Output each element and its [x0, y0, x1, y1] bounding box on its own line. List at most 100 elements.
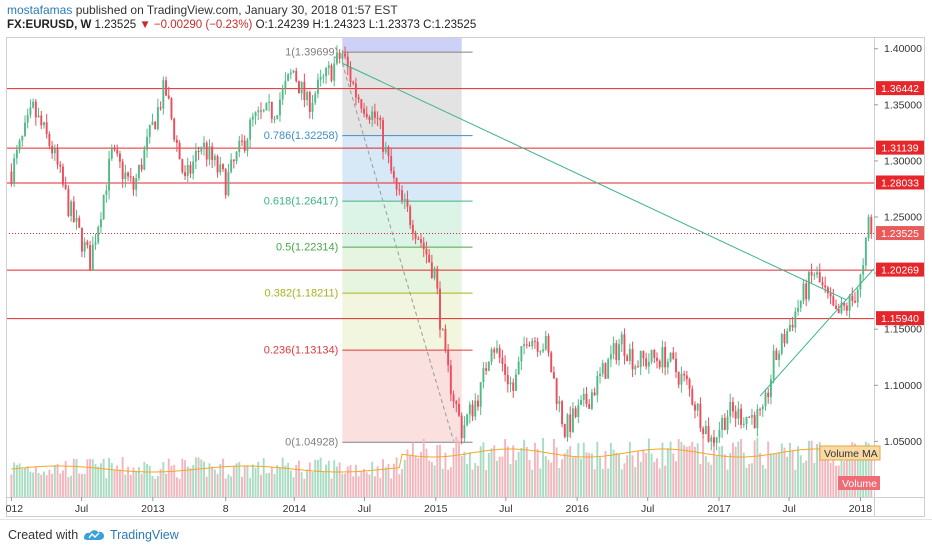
- volume-bar: [523, 439, 526, 497]
- chart-header: mostafamas published on TradingView.com,…: [0, 0, 932, 38]
- fib-level-label: 0.5(1.22314): [276, 242, 338, 254]
- volume-bar: [723, 454, 726, 497]
- candle-body: [721, 417, 724, 431]
- volume-bar: [436, 445, 439, 497]
- candle-body: [341, 53, 344, 59]
- trend-lines[interactable]: [341, 62, 875, 442]
- candle-body: [718, 430, 721, 438]
- volume-bar: [816, 444, 818, 497]
- volume-bar: [59, 473, 62, 497]
- fibonacci-retracement[interactable]: 1(1.39699) 0.786(1.32258) 0.618(1.26417) 0.…: [264, 37, 473, 449]
- volume-bar: [143, 461, 146, 497]
- volume-bar: [387, 463, 390, 497]
- price-chart[interactable]: 1(1.39699) 0.786(1.32258) 0.618(1.26417) 0.…: [0, 37, 925, 517]
- y-tick-label: 1.30000: [884, 155, 922, 167]
- volume-bar: [72, 458, 75, 497]
- candle-body: [289, 72, 292, 75]
- volume-bar: [97, 466, 100, 497]
- volume-bar: [680, 441, 683, 497]
- candle-body: [634, 366, 637, 370]
- candle-body: [441, 328, 444, 330]
- candle-body: [411, 224, 414, 234]
- volume-bar: [200, 459, 203, 497]
- chart-area[interactable]: 1(1.39699) 0.786(1.32258) 0.618(1.26417) 0.…: [0, 37, 925, 517]
- volume-bar: [140, 473, 143, 497]
- volume-bar: [753, 440, 756, 497]
- author-name[interactable]: mostafamas: [7, 3, 73, 17]
- current-price-badge-bg: [876, 226, 924, 241]
- candle-body: [444, 328, 447, 351]
- volume-bar: [460, 456, 463, 497]
- volume-bar: [715, 456, 718, 497]
- level-price-badge-bg: [876, 311, 924, 326]
- candle-body: [723, 417, 726, 430]
- candle-body: [387, 146, 390, 156]
- volume-bar: [83, 473, 86, 497]
- candle-body: [816, 272, 818, 275]
- candle-body: [186, 164, 189, 177]
- volume-bar: [485, 469, 488, 497]
- candle-body: [148, 124, 151, 137]
- x-tick-label: 2014: [283, 503, 307, 515]
- volume-bar: [10, 474, 13, 497]
- volume-bar: [94, 464, 97, 497]
- candle-body: [702, 428, 705, 435]
- volume-bar: [783, 447, 786, 497]
- volume-bar: [509, 463, 512, 497]
- tradingview-logo-icon[interactable]: [82, 528, 106, 542]
- candle-body: [696, 403, 699, 411]
- level-price-badge: 1.20269: [881, 265, 919, 277]
- volume-bar: [181, 458, 184, 497]
- candle-body: [420, 239, 422, 243]
- volume-bar: [449, 467, 452, 497]
- volume-bar: [349, 465, 352, 497]
- candle-body: [83, 241, 86, 252]
- volume-bar: [585, 452, 588, 497]
- volume-bar: [241, 476, 243, 497]
- volume-bar: [618, 453, 620, 497]
- volume-bar: [53, 465, 56, 497]
- candle-body: [740, 408, 743, 425]
- candle-body: [18, 140, 21, 150]
- candle-body: [797, 307, 800, 312]
- volume-bar: [458, 440, 460, 497]
- volume-bar: [243, 466, 246, 497]
- candle-body: [729, 401, 732, 417]
- candle-body: [384, 146, 387, 152]
- volume-bar: [382, 459, 384, 497]
- volume-bar: [344, 473, 347, 497]
- volume-bar: [354, 464, 357, 497]
- volume-bar: [102, 458, 105, 497]
- candle-body: [257, 110, 260, 113]
- candle-body: [485, 368, 488, 371]
- candle-body: [699, 403, 702, 429]
- volume-bar: [759, 453, 762, 497]
- candle-body: [194, 151, 197, 162]
- candle-body: [631, 349, 634, 370]
- candle-body: [688, 379, 691, 389]
- tradingview-link[interactable]: TradingView: [110, 528, 179, 542]
- volume-bar: [211, 466, 214, 497]
- volume-bar: [455, 437, 458, 497]
- candle-body: [466, 414, 469, 425]
- close-value: C:1.23525: [423, 19, 477, 31]
- candle-body: [300, 81, 303, 94]
- candle-body: [436, 268, 439, 289]
- volume-bar: [731, 442, 734, 497]
- candle-body: [45, 122, 48, 134]
- volume-bar: [21, 468, 24, 497]
- volume-bar: [75, 459, 78, 497]
- candle-body: [615, 343, 618, 361]
- volume-bar: [468, 452, 471, 497]
- volume-bar: [403, 459, 406, 497]
- candle-body: [70, 201, 73, 216]
- volume-bar: [357, 476, 360, 497]
- volume-bar: [371, 461, 374, 497]
- candle-body: [354, 83, 357, 98]
- candle-body: [121, 161, 124, 180]
- candle-body: [829, 293, 832, 297]
- volume-bar: [67, 477, 70, 497]
- volume-bar: [121, 457, 124, 497]
- candle-body: [520, 346, 523, 362]
- volume-bar: [826, 457, 829, 497]
